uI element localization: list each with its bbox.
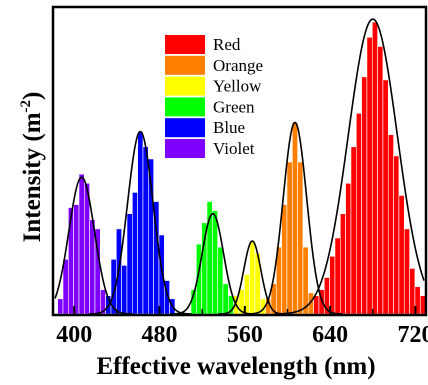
fit-curve-green xyxy=(170,212,256,315)
bar-red xyxy=(393,155,400,315)
bar-orange xyxy=(302,246,309,315)
bar-violet xyxy=(78,173,85,315)
bar-red xyxy=(355,113,362,315)
bar-red xyxy=(387,134,394,315)
y-axis-label: Intensity (m-2) xyxy=(18,92,46,243)
bar-violet xyxy=(84,182,90,315)
bar-red xyxy=(409,268,416,315)
legend-label-orange: Orange xyxy=(213,56,263,75)
legend-swatch-blue xyxy=(165,118,205,138)
y-axis-label-exponent: -2 xyxy=(18,100,34,113)
bar-red xyxy=(377,46,384,315)
fit-curve-orange xyxy=(248,121,342,315)
bar-red xyxy=(403,228,410,315)
legend-label-blue: Blue xyxy=(213,118,245,137)
bars-group xyxy=(57,21,426,315)
bar-violet xyxy=(62,258,69,315)
bar-red xyxy=(361,76,368,315)
bar-orange xyxy=(297,161,304,315)
fit-curves-group xyxy=(54,18,425,315)
bar-red xyxy=(345,182,352,315)
bar-red xyxy=(398,195,405,315)
bar-blue xyxy=(142,146,149,315)
bar-green xyxy=(222,283,229,315)
legend-label-green: Green xyxy=(213,97,255,116)
y-axis-label-main: Intensity (m xyxy=(19,112,46,242)
legend-swatch-red xyxy=(165,35,205,54)
legend-swatch-orange xyxy=(165,55,205,75)
bar-red xyxy=(313,295,320,315)
x-tick-label: 720 xyxy=(397,322,428,348)
fit-curve-red xyxy=(274,18,425,315)
bar-orange xyxy=(291,122,298,315)
bar-violet xyxy=(73,204,80,315)
bar-red xyxy=(371,21,378,315)
x-tick-label: 560 xyxy=(227,322,263,348)
bar-blue xyxy=(121,265,128,315)
legend-swatch-green xyxy=(165,97,205,117)
fit-curve-violet xyxy=(54,176,133,315)
bar-green xyxy=(201,222,208,315)
x-tick-label: 480 xyxy=(142,322,178,348)
bar-blue xyxy=(137,131,144,315)
legend-label-yellow: Yellow xyxy=(213,77,262,96)
bar-red xyxy=(329,255,336,315)
x-tick-label: 640 xyxy=(312,322,348,348)
bar-red xyxy=(350,146,357,315)
fit-curve-blue xyxy=(89,130,192,315)
bar-blue xyxy=(132,192,138,315)
x-tick-label: 400 xyxy=(56,322,92,348)
bar-orange xyxy=(286,161,293,315)
bar-orange xyxy=(281,204,288,315)
legend-swatch-yellow xyxy=(165,76,205,96)
bar-red xyxy=(366,37,373,315)
bar-green xyxy=(217,246,224,315)
legend-label-red: Red xyxy=(213,35,241,54)
y-axis-label-close: ) xyxy=(19,92,46,100)
bar-violet xyxy=(57,298,64,315)
bar-green xyxy=(212,210,218,315)
legend-label-violet: Violet xyxy=(213,139,255,158)
plot-frame xyxy=(51,5,428,317)
bar-violet xyxy=(68,207,74,315)
legend-swatch-violet xyxy=(165,139,205,158)
bar-red xyxy=(339,213,346,315)
bar-red xyxy=(382,79,389,315)
x-ticks-group: 400 480 560 640 720 xyxy=(56,306,428,348)
bar-yellow xyxy=(249,240,256,315)
x-axis-label: Effective wavelength (nm) xyxy=(96,353,375,380)
bar-red xyxy=(334,237,341,315)
bar-blue xyxy=(126,213,133,315)
fit-curve-yellow xyxy=(218,240,287,315)
